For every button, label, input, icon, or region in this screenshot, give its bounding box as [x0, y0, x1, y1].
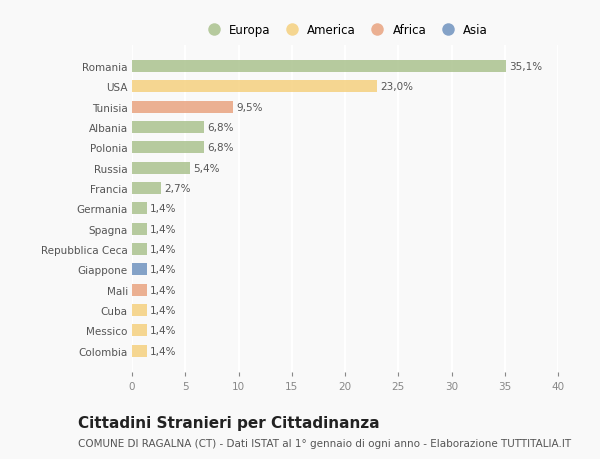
Text: 1,4%: 1,4% [150, 224, 176, 234]
Bar [132, 243, 147, 256]
Text: 23,0%: 23,0% [380, 82, 413, 92]
Text: 6,8%: 6,8% [208, 123, 234, 133]
Text: 35,1%: 35,1% [509, 62, 542, 72]
Bar [132, 183, 161, 195]
Bar [132, 101, 233, 113]
Text: COMUNE DI RAGALNA (CT) - Dati ISTAT al 1° gennaio di ogni anno - Elaborazione TU: COMUNE DI RAGALNA (CT) - Dati ISTAT al 1… [78, 438, 571, 448]
Text: 2,7%: 2,7% [164, 184, 190, 194]
Bar [132, 142, 205, 154]
Text: 1,4%: 1,4% [150, 285, 176, 295]
Text: 1,4%: 1,4% [150, 305, 176, 315]
Bar [132, 122, 205, 134]
Bar [132, 345, 147, 357]
Text: 1,4%: 1,4% [150, 204, 176, 214]
Text: 6,8%: 6,8% [208, 143, 234, 153]
Bar [132, 263, 147, 276]
Bar [132, 203, 147, 215]
Bar [132, 162, 190, 174]
Text: 9,5%: 9,5% [236, 102, 263, 112]
Text: 1,4%: 1,4% [150, 265, 176, 274]
Text: 5,4%: 5,4% [193, 163, 219, 173]
Text: 1,4%: 1,4% [150, 245, 176, 254]
Text: Cittadini Stranieri per Cittadinanza: Cittadini Stranieri per Cittadinanza [78, 415, 380, 431]
Bar [132, 61, 506, 73]
Bar [132, 81, 377, 93]
Text: 1,4%: 1,4% [150, 325, 176, 336]
Text: 1,4%: 1,4% [150, 346, 176, 356]
Bar [132, 304, 147, 316]
Bar [132, 325, 147, 337]
Legend: Europa, America, Africa, Asia: Europa, America, Africa, Asia [197, 19, 493, 42]
Bar [132, 284, 147, 296]
Bar [132, 223, 147, 235]
